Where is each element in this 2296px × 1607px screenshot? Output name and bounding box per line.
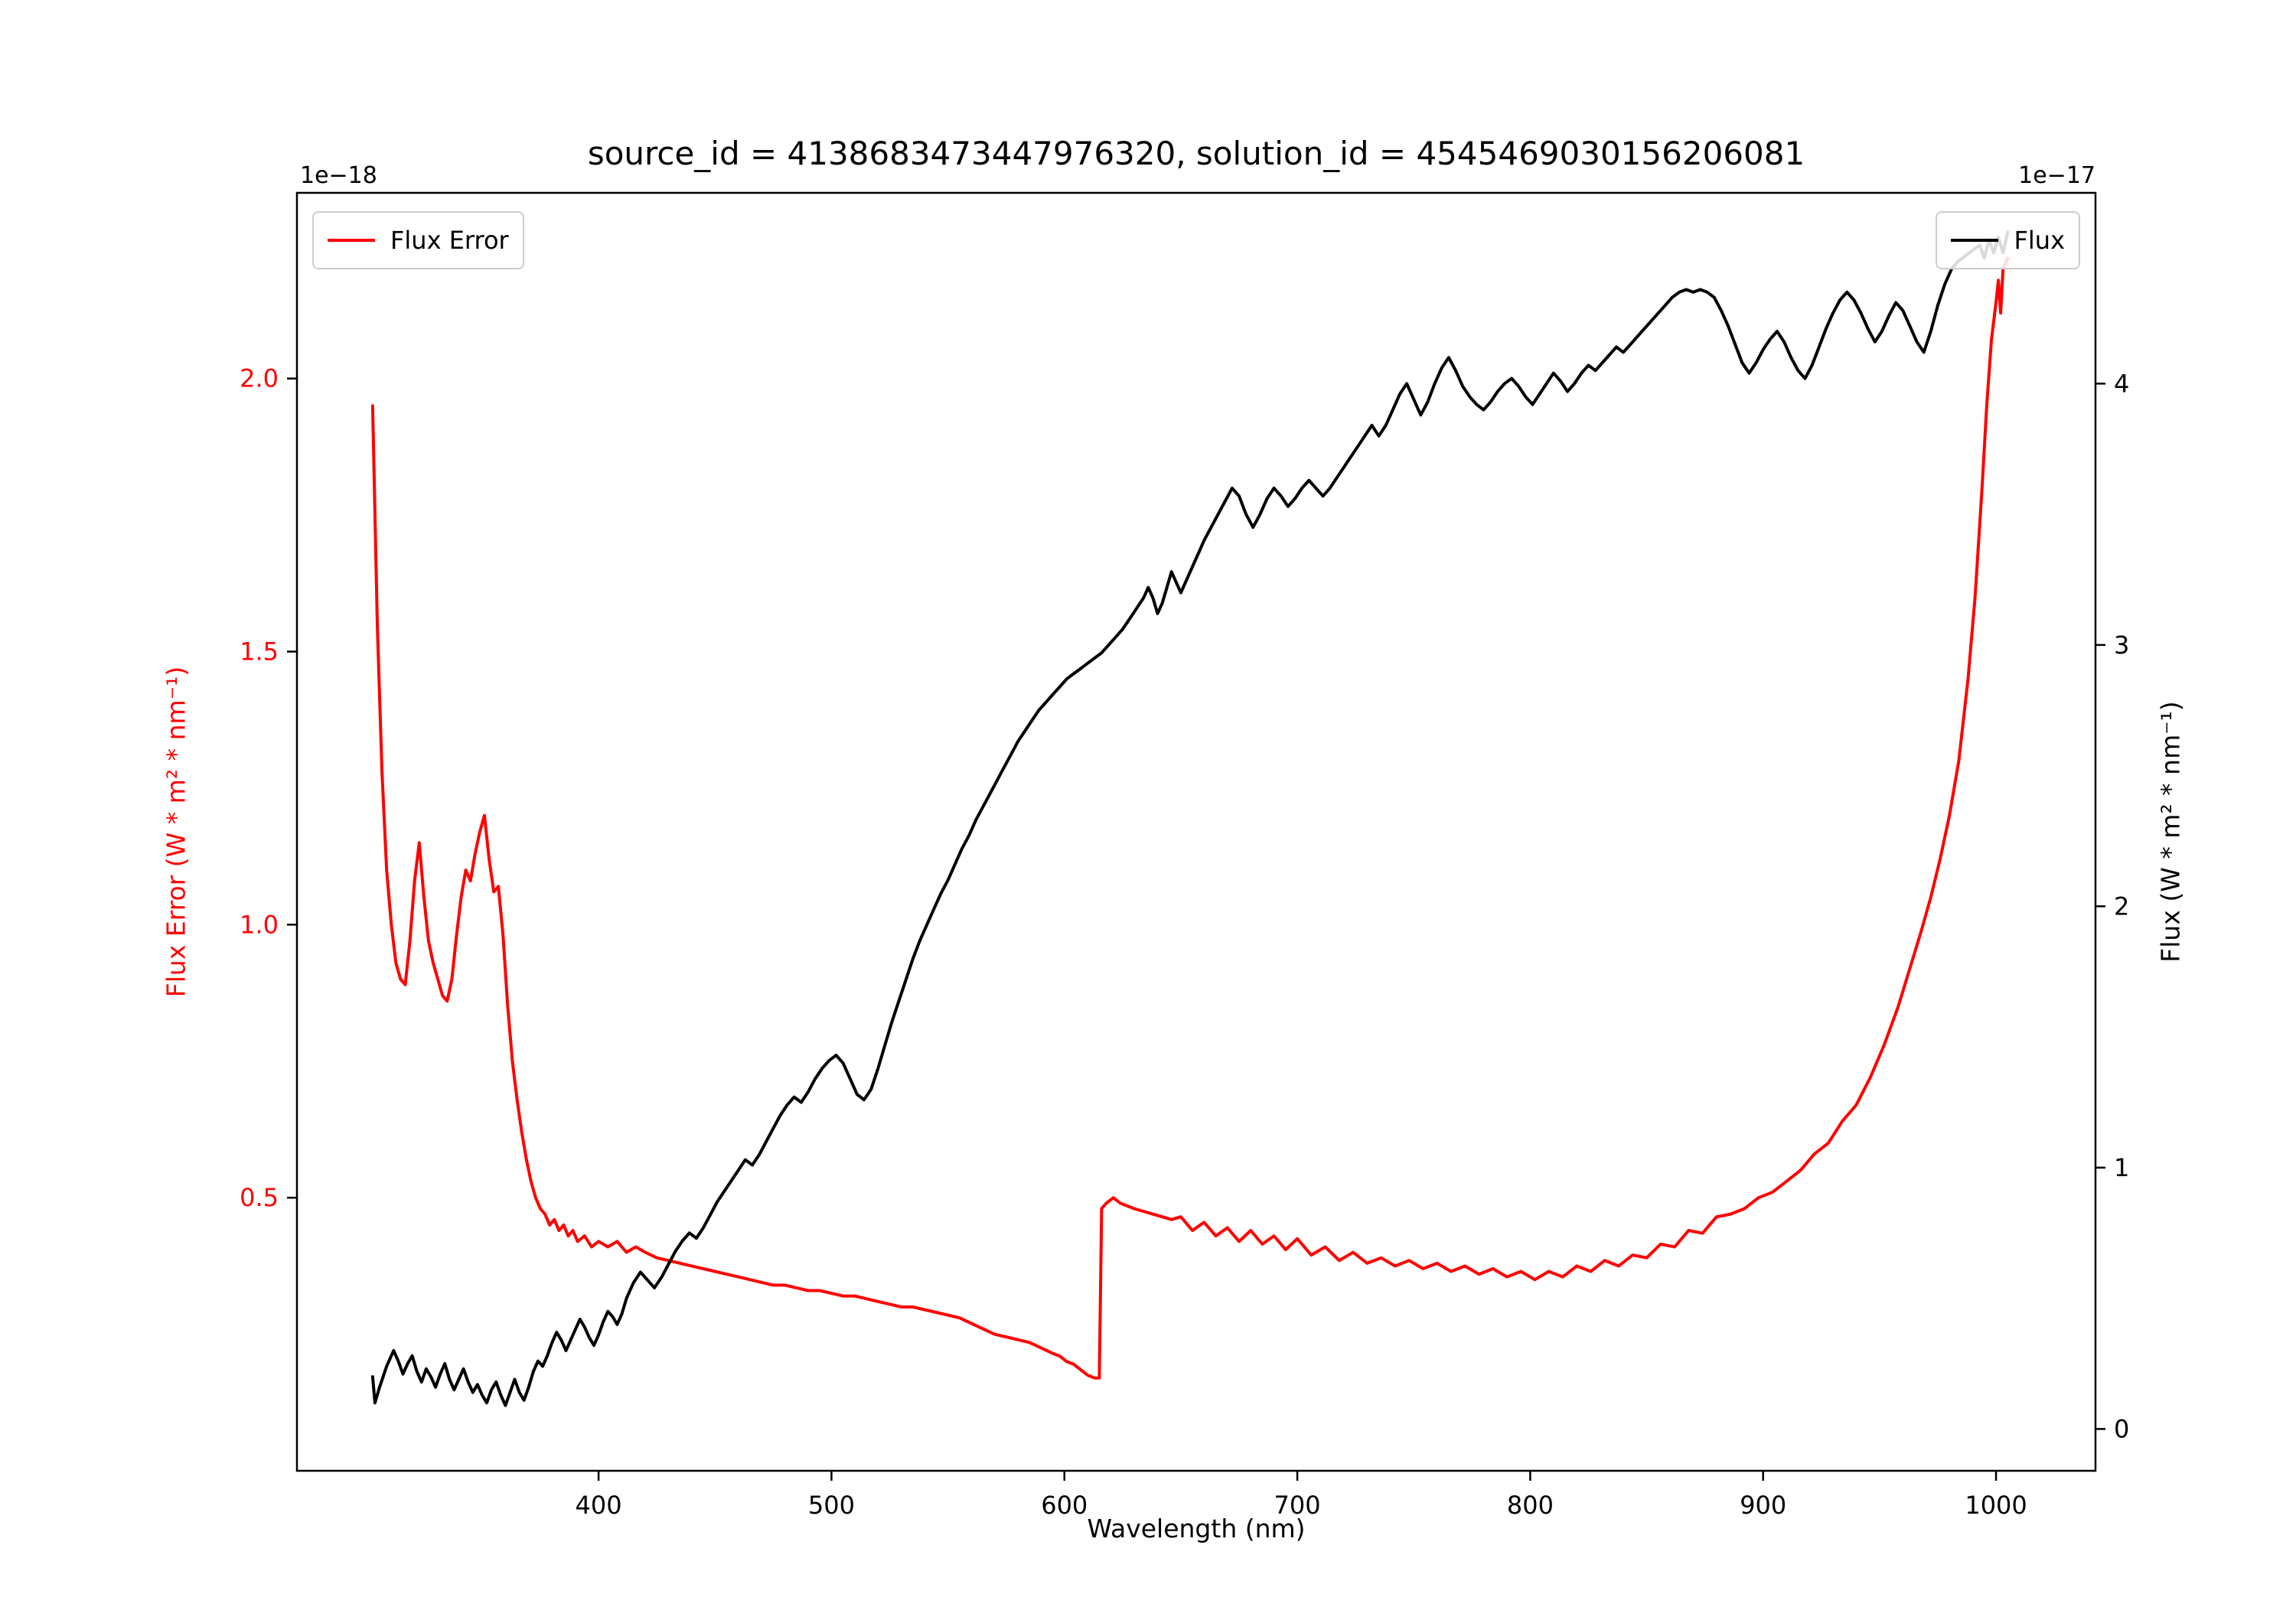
- y-left-scale-offset: 1e−18: [300, 162, 377, 189]
- y-right-tick-label: 3: [2114, 631, 2129, 660]
- legend-flux-error: Flux Error: [312, 211, 524, 269]
- y-right-tick-label: 4: [2114, 369, 2129, 398]
- legend-flux: Flux: [1936, 211, 2080, 269]
- plot-frame: [295, 191, 2097, 1472]
- y-left-axis-label: Flux Error (W * m² * nm⁻¹): [161, 666, 191, 998]
- y-right-tick-label: 2: [2114, 892, 2129, 921]
- x-tick-label: 900: [1740, 1491, 1786, 1520]
- y-right-tick-label: 1: [2114, 1153, 2129, 1182]
- y-left-tick-label: 1.5: [240, 637, 279, 666]
- flux-error-line-sample: [328, 239, 375, 242]
- x-tick-label: 600: [1041, 1491, 1088, 1520]
- y-left-tick-label: 1.0: [240, 910, 279, 939]
- y-left-tick-label: 0.5: [240, 1183, 279, 1212]
- x-axis-label: Wavelength (nm): [1087, 1514, 1306, 1543]
- legend-flux-error-label: Flux Error: [390, 226, 509, 255]
- series-flux-error-line: [370, 256, 2010, 1380]
- flux-line-sample: [1951, 239, 1999, 242]
- series-flux-line: [370, 230, 2010, 1407]
- x-tick-label: 800: [1507, 1491, 1554, 1520]
- x-tick-label: 700: [1274, 1491, 1321, 1520]
- x-tick-label: 1000: [1965, 1491, 2027, 1520]
- chart-title: source_id = 4138683473447976320, solutio…: [587, 135, 1805, 172]
- y-right-axis-label: Flux (W * m² * nm⁻¹): [2155, 701, 2186, 963]
- x-tick-label: 500: [808, 1491, 855, 1520]
- legend-flux-label: Flux: [2014, 226, 2065, 255]
- y-left-tick-label: 2.0: [240, 364, 279, 393]
- x-tick-label: 400: [576, 1491, 622, 1520]
- y-right-scale-offset: 1e−17: [2018, 162, 2095, 189]
- y-right-tick-label: 0: [2114, 1414, 2129, 1443]
